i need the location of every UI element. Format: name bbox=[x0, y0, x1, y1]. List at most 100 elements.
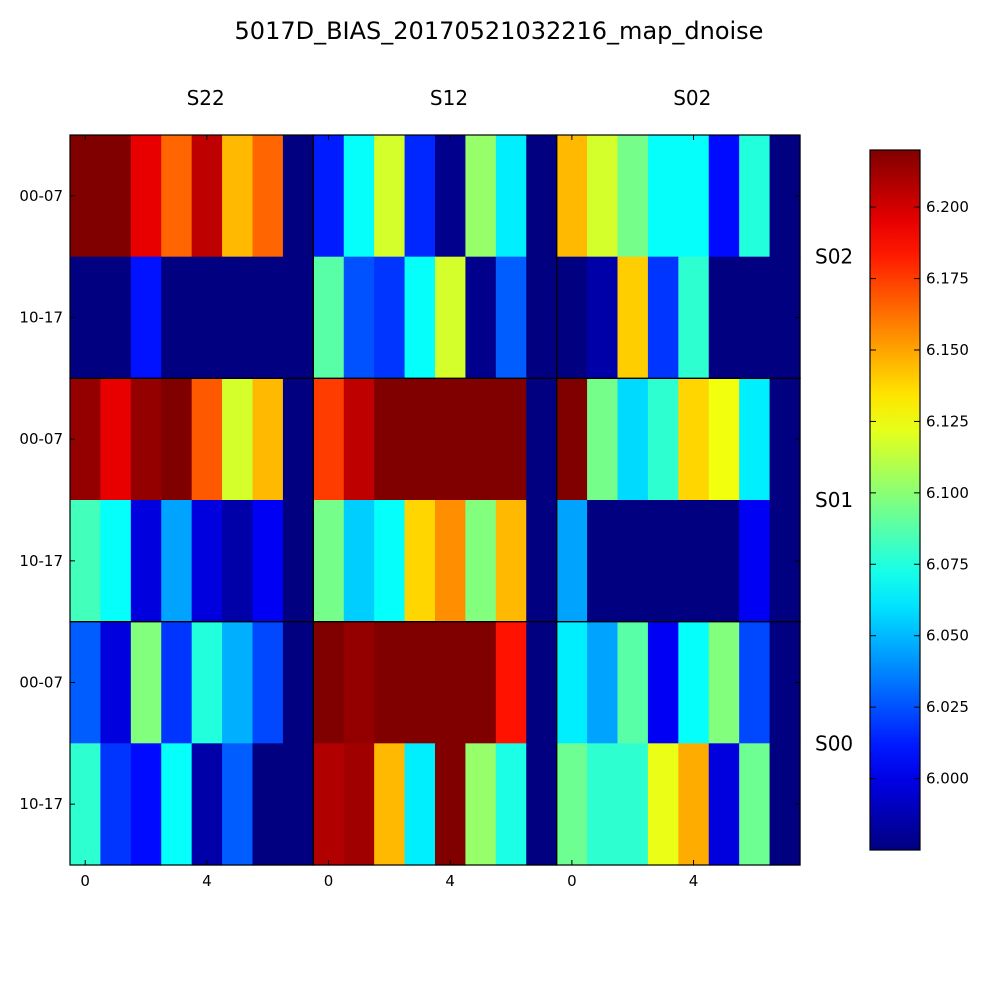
column-panel-label: S02 bbox=[673, 86, 711, 110]
heatmap-cell bbox=[222, 743, 254, 866]
heatmap-cell bbox=[252, 621, 284, 744]
heatmap-cell bbox=[313, 621, 345, 744]
heatmap-cell bbox=[647, 743, 679, 866]
heatmap-cell bbox=[495, 378, 527, 501]
heatmap-cell bbox=[435, 378, 467, 501]
heatmap-cell bbox=[617, 621, 649, 744]
y-tick-label: 10-17 bbox=[19, 795, 63, 813]
heatmap-cell bbox=[161, 500, 193, 623]
heatmap-cell bbox=[161, 378, 193, 501]
heatmap-cell bbox=[191, 743, 223, 866]
heatmap-cell bbox=[313, 256, 345, 379]
colorbar-tick-label: 6.000 bbox=[926, 770, 969, 788]
heatmap-cell bbox=[100, 500, 132, 623]
heatmap-cell bbox=[282, 378, 314, 501]
heatmap-cell bbox=[191, 135, 223, 258]
heatmap-cell bbox=[404, 378, 436, 501]
heatmap-cell bbox=[100, 135, 132, 258]
colorbar-tick-label: 6.175 bbox=[926, 270, 969, 288]
heatmap-cell bbox=[374, 500, 406, 623]
heatmap-cell bbox=[70, 621, 102, 744]
heatmap-cell bbox=[708, 256, 740, 379]
colorbar-tick-label: 6.200 bbox=[926, 198, 969, 216]
heatmap-cell bbox=[313, 500, 345, 623]
heatmap-cell bbox=[252, 256, 284, 379]
heatmap-cell bbox=[465, 256, 497, 379]
heatmap-cell bbox=[647, 500, 679, 623]
heatmap-cell bbox=[191, 378, 223, 501]
heatmap-cell bbox=[587, 378, 619, 501]
heatmap-cell bbox=[678, 256, 710, 379]
heatmap-cell bbox=[282, 500, 314, 623]
heatmap-cell bbox=[222, 378, 254, 501]
heatmap-cell bbox=[587, 500, 619, 623]
heatmap-cell bbox=[130, 500, 162, 623]
heatmap-cell bbox=[435, 256, 467, 379]
colorbar-tick-label: 6.150 bbox=[926, 341, 969, 359]
heatmap-cell bbox=[617, 135, 649, 258]
heatmap-cell bbox=[130, 621, 162, 744]
heatmap-cell bbox=[161, 256, 193, 379]
heatmap-cell bbox=[495, 743, 527, 866]
heatmap-cell bbox=[222, 500, 254, 623]
heatmap-cell bbox=[678, 621, 710, 744]
heatmap-cell bbox=[313, 378, 345, 501]
row-panel-label: S01 bbox=[815, 488, 853, 512]
colorbar-tick-label: 6.075 bbox=[926, 555, 969, 573]
y-tick-label: 00-07 bbox=[19, 187, 63, 205]
heatmap-cell bbox=[435, 500, 467, 623]
colorbar-tick-label: 6.100 bbox=[926, 484, 969, 502]
panel-border bbox=[556, 621, 801, 866]
y-tick-label: 10-17 bbox=[19, 552, 63, 570]
heatmap-cell bbox=[617, 500, 649, 623]
heatmap-cell bbox=[100, 256, 132, 379]
heatmap-cell bbox=[617, 378, 649, 501]
heatmap-cell bbox=[435, 621, 467, 744]
heatmap-cell bbox=[252, 743, 284, 866]
heatmap-cell bbox=[465, 743, 497, 866]
heatmap-cell bbox=[343, 135, 375, 258]
row-panel-label: S02 bbox=[815, 245, 853, 269]
heatmap-cell bbox=[526, 135, 558, 258]
heatmap-cell bbox=[252, 135, 284, 258]
heatmap-cell bbox=[708, 378, 740, 501]
heatmap-cell bbox=[465, 135, 497, 258]
colorbar-tick-label: 6.125 bbox=[926, 412, 969, 430]
heatmap-cell bbox=[678, 378, 710, 501]
heatmap-cell bbox=[526, 378, 558, 501]
heatmap-cell bbox=[130, 378, 162, 501]
heatmap-cell bbox=[404, 256, 436, 379]
heatmap-cell bbox=[374, 256, 406, 379]
heatmap-cell bbox=[343, 256, 375, 379]
heatmap-cell bbox=[282, 135, 314, 258]
heatmap-cell bbox=[282, 743, 314, 866]
heatmap-cell bbox=[678, 743, 710, 866]
heatmap-cell bbox=[708, 500, 740, 623]
heatmap-cell bbox=[313, 135, 345, 258]
heatmap-cell bbox=[191, 256, 223, 379]
heatmap-cell bbox=[495, 135, 527, 258]
heatmap-cell bbox=[739, 621, 771, 744]
heatmap-cell bbox=[556, 500, 588, 623]
heatmap-cell bbox=[495, 500, 527, 623]
heatmap-cell bbox=[465, 378, 497, 501]
heatmap-cell bbox=[739, 135, 771, 258]
chart-title: 5017D_BIAS_20170521032216_map_dnoise bbox=[235, 17, 764, 45]
heatmap-cell bbox=[556, 743, 588, 866]
heatmap-cell bbox=[647, 256, 679, 379]
heatmap-cell bbox=[252, 500, 284, 623]
heatmap-cell bbox=[526, 256, 558, 379]
heatmap-cell bbox=[222, 256, 254, 379]
heatmap-cell bbox=[739, 378, 771, 501]
heatmap-cell bbox=[130, 743, 162, 866]
y-tick-label: 00-07 bbox=[19, 430, 63, 448]
heatmap-cell bbox=[526, 500, 558, 623]
heatmap-cell bbox=[404, 621, 436, 744]
heatmap-cell bbox=[708, 135, 740, 258]
heatmap-cell bbox=[678, 500, 710, 623]
x-tick-label: 0 bbox=[567, 872, 577, 890]
colorbar bbox=[869, 149, 921, 851]
y-tick-label: 00-07 bbox=[19, 674, 63, 692]
heatmap-cell bbox=[587, 135, 619, 258]
row-panel-label: S00 bbox=[815, 731, 853, 755]
